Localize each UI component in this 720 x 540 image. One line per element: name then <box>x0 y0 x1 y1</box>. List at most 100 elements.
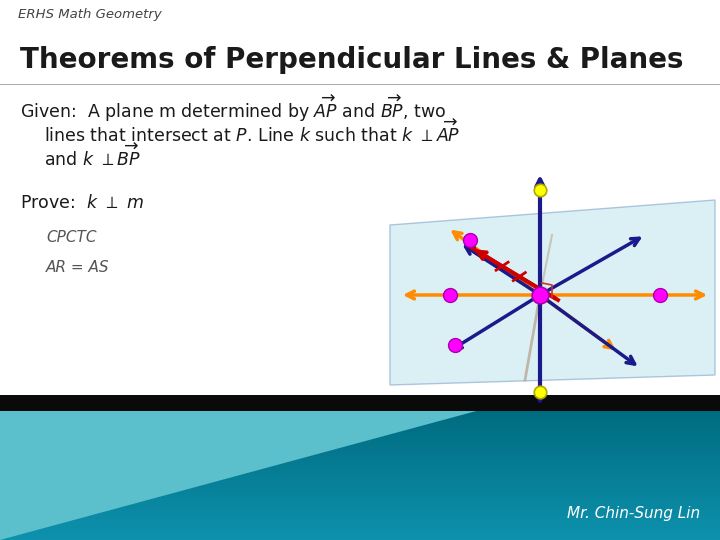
Bar <box>0 479 720 480</box>
Bar <box>0 438 720 439</box>
Bar <box>0 507 720 508</box>
Bar <box>0 512 720 513</box>
Polygon shape <box>0 410 480 540</box>
Bar <box>0 508 720 509</box>
Text: lines that intersect at $P$. Line $k$ such that $k$ $\perp\overrightarrow{AP}$: lines that intersect at $P$. Line $k$ su… <box>44 119 460 146</box>
Bar <box>0 411 720 412</box>
Bar <box>0 497 720 498</box>
Bar <box>0 510 720 511</box>
Bar <box>0 515 720 516</box>
Bar <box>0 509 720 510</box>
Bar <box>0 440 720 441</box>
Bar <box>0 412 720 413</box>
Bar <box>0 502 720 503</box>
Text: Given:  A plane m determined by $\overrightarrow{AP}$ and $\overrightarrow{BP}$,: Given: A plane m determined by $\overrig… <box>20 93 446 124</box>
Bar <box>0 493 720 494</box>
Bar <box>0 477 720 478</box>
Text: and $k$ $\perp\overrightarrow{BP}$: and $k$ $\perp\overrightarrow{BP}$ <box>44 144 141 170</box>
Bar <box>0 468 720 469</box>
Bar <box>0 445 720 446</box>
Bar <box>0 428 720 429</box>
Bar <box>0 429 720 430</box>
Bar <box>0 511 720 512</box>
Bar <box>0 418 720 419</box>
Bar <box>0 495 720 496</box>
Bar <box>0 498 720 499</box>
Bar <box>0 484 720 485</box>
Bar <box>0 454 720 455</box>
Bar <box>0 488 720 489</box>
Bar <box>0 513 720 514</box>
Text: Theorems of Perpendicular Lines & Planes: Theorems of Perpendicular Lines & Planes <box>20 46 683 74</box>
Bar <box>0 522 720 523</box>
Bar <box>0 490 720 491</box>
Bar <box>0 437 720 438</box>
Bar <box>0 501 720 502</box>
Bar <box>0 521 720 522</box>
Bar <box>0 452 720 453</box>
Text: ERHS Math Geometry: ERHS Math Geometry <box>18 8 162 21</box>
Bar <box>0 489 720 490</box>
Bar <box>0 504 720 505</box>
Bar <box>0 457 720 458</box>
Bar <box>0 460 720 461</box>
Bar <box>0 434 720 435</box>
Bar <box>0 448 720 449</box>
Bar <box>0 414 720 415</box>
Bar <box>0 524 720 525</box>
Bar <box>0 472 720 473</box>
Bar <box>0 535 720 536</box>
Bar <box>0 467 720 468</box>
Bar <box>0 492 720 493</box>
Bar <box>0 422 720 423</box>
Bar <box>0 430 720 431</box>
Bar <box>0 448 720 449</box>
Bar <box>0 495 720 496</box>
Bar <box>0 529 720 530</box>
Bar <box>0 421 720 422</box>
Bar <box>0 423 720 424</box>
Bar <box>0 444 720 445</box>
Bar <box>0 417 720 418</box>
Bar <box>0 464 720 465</box>
Bar <box>0 463 720 464</box>
Bar <box>0 488 720 489</box>
Bar <box>0 516 720 517</box>
Bar <box>0 441 720 442</box>
Text: CPCTC: CPCTC <box>46 230 96 245</box>
Bar <box>0 483 720 484</box>
Bar <box>0 522 720 523</box>
Bar <box>0 461 720 462</box>
Bar <box>0 470 720 471</box>
Bar <box>0 469 720 470</box>
Bar <box>0 447 720 448</box>
Bar <box>0 446 720 447</box>
Bar <box>0 503 720 504</box>
Bar <box>0 478 720 479</box>
Bar <box>0 523 720 524</box>
Bar <box>0 533 720 534</box>
Polygon shape <box>390 200 715 385</box>
Bar <box>0 450 720 451</box>
Bar <box>0 428 720 429</box>
Bar <box>0 502 720 503</box>
Bar <box>0 519 720 520</box>
Bar <box>0 395 720 411</box>
Bar <box>0 536 720 537</box>
Text: Mr. Chin-Sung Lin: Mr. Chin-Sung Lin <box>567 506 700 521</box>
Bar <box>0 476 720 477</box>
Bar <box>0 528 720 529</box>
Bar <box>0 494 720 495</box>
Bar <box>0 530 720 531</box>
Bar <box>0 425 720 426</box>
Bar <box>0 416 720 417</box>
Bar <box>0 515 720 516</box>
Bar <box>0 449 720 450</box>
Bar <box>0 482 720 483</box>
Bar <box>0 534 720 535</box>
Bar <box>0 459 720 460</box>
Bar <box>0 439 720 440</box>
Bar <box>0 471 720 472</box>
Bar <box>0 518 720 519</box>
Bar <box>0 537 720 538</box>
